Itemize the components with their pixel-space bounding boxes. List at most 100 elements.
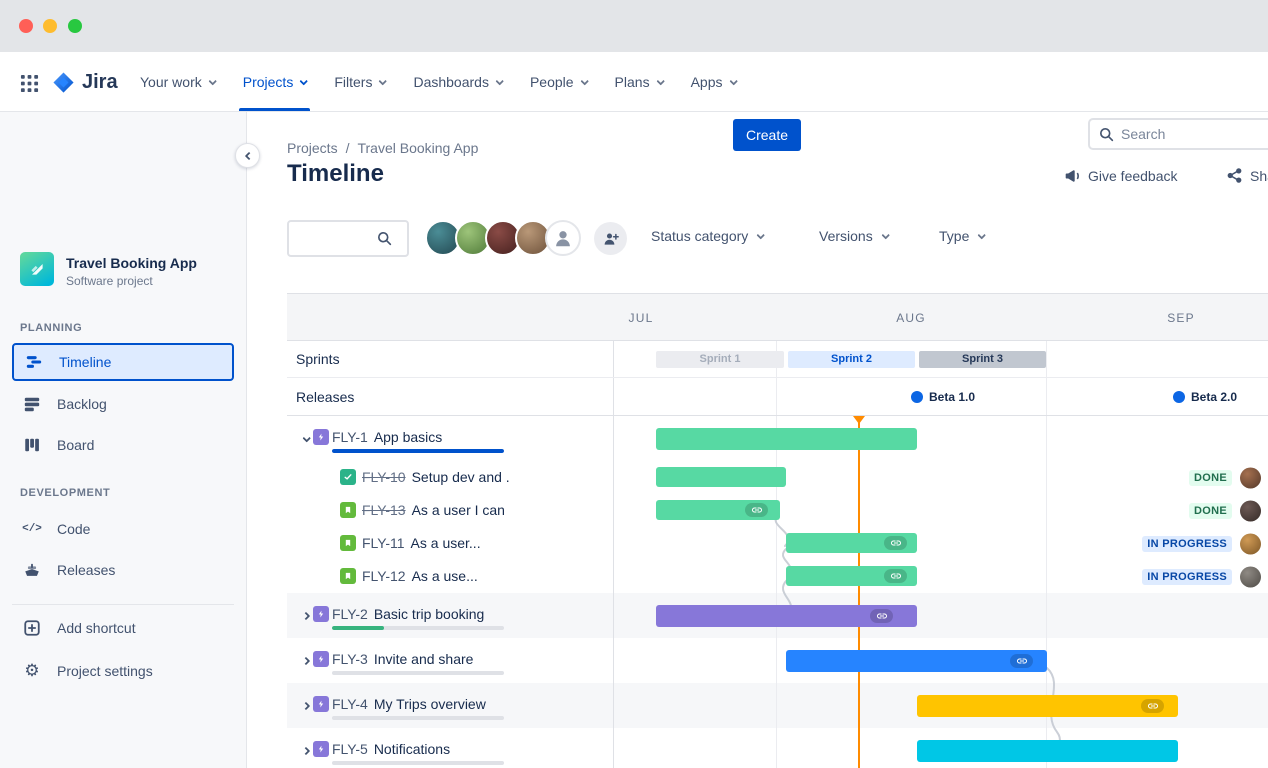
sidebar-collapse-button[interactable] — [235, 143, 260, 168]
link-icon — [876, 613, 887, 619]
release-marker[interactable] — [911, 391, 923, 403]
zoom-window-button[interactable] — [68, 19, 82, 33]
bar-fly-13[interactable] — [656, 500, 780, 520]
issue-key[interactable]: FLY-3 — [332, 651, 368, 667]
sidebar-item-code[interactable]: </> Code — [12, 511, 234, 547]
versions-filter[interactable]: Versions — [819, 228, 890, 244]
dependency-chip[interactable] — [1141, 699, 1164, 713]
issue-title[interactable]: As a use... — [411, 567, 478, 584]
sidebar-item-releases[interactable]: Releases — [12, 552, 234, 588]
add-person-icon — [604, 232, 619, 245]
issue-row-fly-10: FLY-10 Setup dev and ... DONE — [287, 461, 1268, 494]
timeline-search — [287, 220, 409, 257]
assignee-avatar[interactable] — [1240, 467, 1261, 488]
top-navbar: Jira Your work Projects Filters Dashboar… — [0, 52, 1268, 151]
issue-title[interactable]: Basic trip booking — [373, 606, 485, 622]
issue-title[interactable]: Notifications — [373, 741, 451, 757]
timeline-chart: JUL AUG SEP Sprints Sprint 1 Sprint 2 Sp… — [287, 293, 1268, 768]
chevron-down-icon — [728, 76, 738, 86]
issue-title[interactable]: As a user I can ... — [411, 501, 510, 518]
epic-icon — [313, 741, 329, 757]
issue-key[interactable]: FLY-1 — [332, 429, 368, 445]
issue-key[interactable]: FLY-12 — [362, 567, 406, 584]
sidebar-item-timeline[interactable]: Timeline — [12, 343, 234, 381]
issue-title[interactable]: My Trips overview — [373, 696, 486, 712]
nav-projects[interactable]: Projects — [229, 52, 321, 111]
close-window-button[interactable] — [19, 19, 33, 33]
breadcrumb-project-name[interactable]: Travel Booking App — [357, 140, 479, 156]
issue-key[interactable]: FLY-4 — [332, 696, 368, 712]
give-feedback-button[interactable]: Give feedback — [1063, 167, 1178, 185]
jira-logo[interactable]: Jira — [52, 68, 118, 96]
bar-fly-11[interactable] — [786, 533, 917, 553]
sidebar-item-backlog[interactable]: Backlog — [12, 386, 234, 422]
issue-key[interactable]: FLY-10 — [362, 468, 406, 485]
add-people-button[interactable] — [594, 222, 627, 255]
sidebar-item-add-shortcut[interactable]: Add shortcut — [12, 610, 234, 646]
bar-fly-10[interactable] — [656, 467, 786, 487]
dependency-chip[interactable] — [884, 569, 907, 583]
chevron-down-icon — [302, 433, 311, 443]
nav-your-work[interactable]: Your work — [126, 52, 229, 111]
issue-key[interactable]: FLY-2 — [332, 606, 368, 622]
issue-key[interactable]: FLY-13 — [362, 501, 406, 518]
breadcrumb-projects[interactable]: Projects — [287, 140, 338, 156]
avatar-generic[interactable] — [545, 220, 581, 256]
issue-row-fly-11: FLY-11 As a user... IN PROGRESS — [287, 527, 1268, 560]
issue-key[interactable]: FLY-11 — [362, 534, 405, 551]
nav-apps[interactable]: Apps — [677, 52, 750, 111]
month-label: SEP — [1167, 311, 1195, 325]
sprint-2-pill[interactable]: Sprint 2 — [788, 351, 915, 368]
dependency-chip[interactable] — [1010, 654, 1033, 668]
issue-title[interactable]: Setup dev and ... — [411, 468, 510, 485]
issue-key[interactable]: FLY-5 — [332, 741, 368, 757]
assignee-avatar[interactable] — [1240, 500, 1261, 521]
project-avatar — [20, 252, 54, 286]
status-badge: DONE — [1189, 469, 1232, 486]
release-marker[interactable] — [1173, 391, 1185, 403]
gear-icon: ⚙ — [24, 660, 40, 681]
today-marker-line — [858, 416, 860, 768]
nav-filters[interactable]: Filters — [320, 52, 399, 111]
assignee-avatar[interactable] — [1240, 566, 1261, 587]
bar-fly-2[interactable] — [656, 605, 917, 627]
bar-fly-4[interactable] — [917, 695, 1178, 717]
issue-title[interactable]: App basics — [373, 429, 443, 445]
bar-fly-3[interactable] — [786, 650, 1047, 672]
epic-icon — [313, 606, 329, 622]
epic-progress-bar — [332, 716, 504, 720]
issue-title[interactable]: As a user... — [410, 534, 480, 551]
app-switcher-button[interactable] — [18, 72, 40, 94]
nav-dashboards[interactable]: Dashboards — [399, 52, 516, 111]
status-category-filter[interactable]: Status category — [651, 228, 766, 244]
create-button[interactable]: Create — [733, 119, 802, 151]
timeline-search-input[interactable] — [289, 230, 377, 247]
sprint-1-pill[interactable]: Sprint 1 — [656, 351, 784, 368]
bar-fly-5[interactable] — [917, 740, 1178, 762]
person-icon — [556, 231, 570, 247]
chevron-down-icon — [881, 231, 890, 240]
backlog-icon — [22, 394, 42, 414]
issue-title[interactable]: Invite and share — [373, 651, 474, 667]
minimize-window-button[interactable] — [43, 19, 57, 33]
grid-icon — [20, 74, 38, 92]
avatar-group — [425, 220, 581, 256]
navbar-search-input[interactable] — [1121, 126, 1251, 142]
jira-logo-icon — [53, 71, 74, 93]
sidebar-item-board[interactable]: Board — [12, 427, 234, 463]
dependency-chip[interactable] — [745, 503, 768, 517]
sprint-3-pill[interactable]: Sprint 3 — [919, 351, 1046, 368]
nav-people[interactable]: People — [516, 52, 601, 111]
dependency-chip[interactable] — [884, 536, 907, 550]
assignee-avatar[interactable] — [1240, 533, 1261, 554]
release-name: Beta 2.0 — [1191, 390, 1238, 404]
bar-fly-12[interactable] — [786, 566, 917, 586]
nav-plans[interactable]: Plans — [601, 52, 677, 111]
type-filter[interactable]: Type — [939, 228, 987, 244]
epic-progress-bar — [332, 671, 504, 675]
share-button[interactable]: Share — [1226, 167, 1268, 184]
dependency-chip[interactable] — [870, 609, 893, 623]
releases-row: Releases Beta 1.0 Beta 2.0 — [287, 378, 1268, 416]
sidebar-item-project-settings[interactable]: ⚙ Project settings — [12, 653, 234, 689]
bar-fly-1[interactable] — [656, 428, 917, 450]
